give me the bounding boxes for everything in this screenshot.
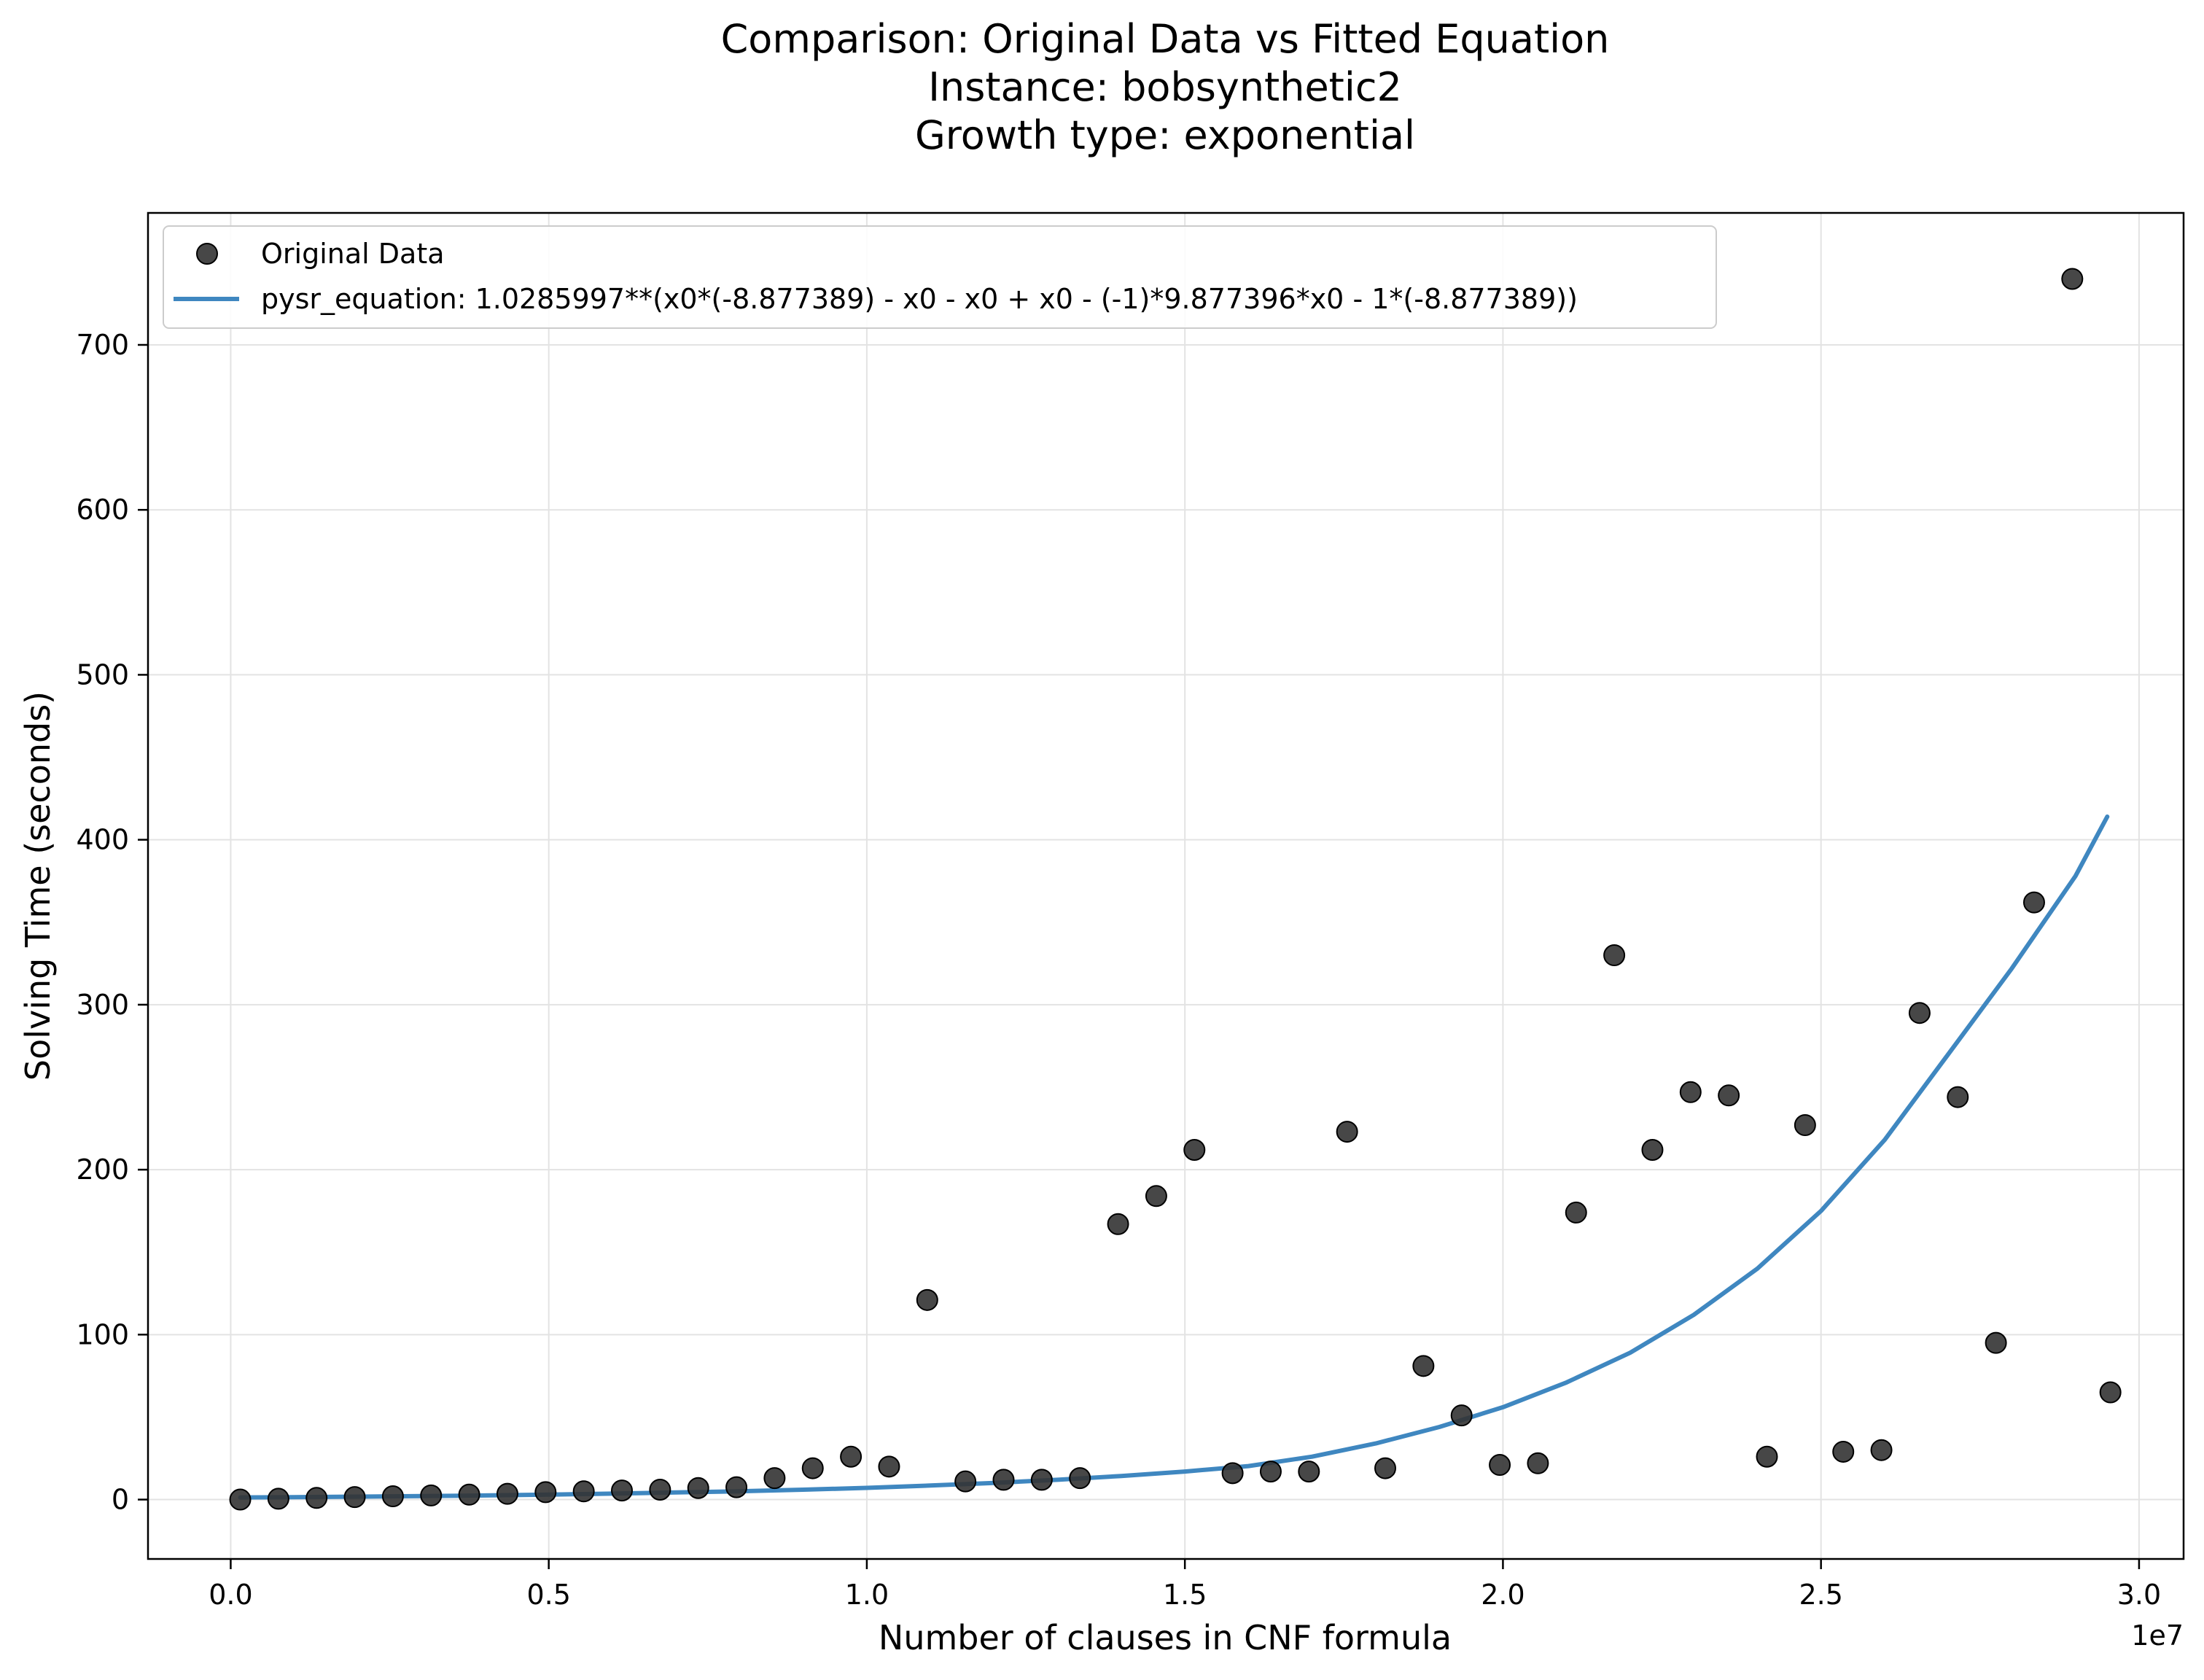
data-point (611, 1479, 634, 1502)
data-point (1259, 1461, 1282, 1483)
data-point (1145, 1185, 1167, 1208)
y-axis-ticks: 0 100 200 300 400 500 600 700 (76, 329, 148, 1516)
data-point (1603, 944, 1626, 967)
data-point (1489, 1454, 1511, 1477)
data-point (1374, 1457, 1397, 1479)
data-point (1641, 1138, 1664, 1161)
data-point (763, 1467, 786, 1490)
data-point (992, 1469, 1015, 1491)
x-tick-label: 3.0 (2117, 1579, 2161, 1611)
x-tick-label: 0.0 (209, 1579, 252, 1611)
y-tick-label: 400 (76, 824, 129, 856)
y-tick-label: 500 (76, 658, 129, 691)
x-tick-label: 2.5 (1799, 1579, 1842, 1611)
x-tick-label: 2.0 (1481, 1579, 1525, 1611)
data-point (305, 1487, 328, 1509)
data-point (229, 1488, 252, 1511)
y-tick-label: 600 (76, 494, 129, 526)
data-point (1947, 1086, 1969, 1108)
data-point (1679, 1081, 1702, 1103)
y-tick-label: 100 (76, 1318, 129, 1350)
y-axis-label: Solving Time (seconds) (18, 691, 58, 1081)
y-tick-label: 300 (76, 989, 129, 1021)
data-point (801, 1457, 824, 1479)
data-point (1756, 1445, 1778, 1468)
data-point (1412, 1355, 1435, 1377)
data-point (1527, 1452, 1549, 1474)
x-tick-label: 0.5 (526, 1579, 570, 1611)
data-point (1870, 1439, 1893, 1461)
data-point (1565, 1201, 1587, 1224)
data-point (1183, 1138, 1206, 1161)
data-point (687, 1477, 709, 1499)
legend-label-original-data: Original Data (261, 238, 445, 270)
data-point (1985, 1331, 2007, 1354)
data-point (1107, 1213, 1129, 1235)
x-axis-ticks: 0.0 0.5 1.0 1.5 2.0 2.5 3.0 (209, 1559, 2161, 1611)
data-point (2022, 891, 2045, 914)
y-tick-label: 200 (76, 1154, 129, 1186)
data-point (343, 1486, 366, 1509)
data-point (534, 1481, 557, 1504)
y-tick-label: 0 (112, 1484, 129, 1516)
data-point (1832, 1440, 1855, 1463)
data-point (496, 1482, 518, 1505)
data-point (878, 1455, 900, 1478)
data-point (954, 1470, 977, 1493)
data-point (2099, 1381, 2122, 1404)
data-point (725, 1476, 748, 1498)
data-point (2061, 268, 2084, 290)
data-point (1069, 1467, 1091, 1490)
data-point (916, 1288, 938, 1311)
x-axis-offset-text: 1e7 (2131, 1619, 2184, 1652)
data-point (1030, 1469, 1053, 1491)
data-point (1298, 1461, 1320, 1483)
x-tick-label: 1.0 (845, 1579, 889, 1611)
data-point (420, 1484, 443, 1506)
y-tick-label: 700 (76, 329, 129, 361)
data-point (1450, 1404, 1473, 1427)
legend-marker-original-data (196, 243, 218, 265)
scatter-points-layer (229, 268, 2122, 1511)
data-point (649, 1478, 671, 1501)
legend-box (163, 225, 1717, 329)
data-point (572, 1480, 595, 1503)
x-axis-label: Number of clauses in CNF formula (879, 1618, 1452, 1657)
chart-title-line-2: Instance: bobsynthetic2 (928, 64, 1402, 110)
grid (148, 213, 2184, 1559)
legend: Original Data pysr_equation: 1.0285997**… (163, 225, 1717, 329)
data-point (1718, 1084, 1740, 1107)
data-point (458, 1483, 480, 1506)
chart-title-line-1: Comparison: Original Data vs Fitted Equa… (721, 16, 1610, 62)
data-point (381, 1485, 404, 1508)
plot-frame (147, 211, 2185, 1560)
data-point (1908, 1002, 1931, 1024)
x-tick-label: 1.5 (1163, 1579, 1207, 1611)
legend-label-fitted-equation: pysr_equation: 1.0285997**(x0*(-8.877389… (261, 283, 1578, 315)
data-point (267, 1488, 289, 1510)
data-point (1794, 1114, 1816, 1137)
chart-title-line-3: Growth type: exponential (915, 112, 1415, 158)
data-point (1221, 1462, 1244, 1485)
data-point (1336, 1121, 1358, 1143)
data-point (840, 1445, 862, 1468)
